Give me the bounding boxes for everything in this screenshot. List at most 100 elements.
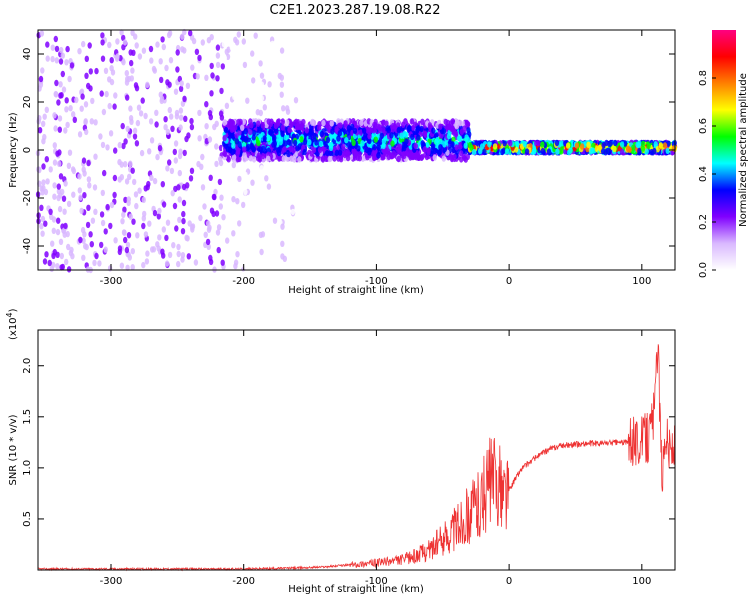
spectrogram-cell: [273, 83, 278, 90]
spectrogram-cell: [328, 144, 334, 151]
spectrogram-cell: [311, 119, 317, 127]
spectrogram-cell: [179, 80, 184, 87]
spectrogram-cell: [230, 119, 235, 126]
spectrogram-cell: [180, 33, 185, 40]
spectrogram-cell: [242, 111, 247, 119]
spectrogram-cell: [134, 202, 139, 210]
spectrogram-cell: [112, 174, 118, 182]
spectrogram-cell: [136, 104, 142, 111]
spectrogram-cell: [124, 70, 129, 77]
spectrogram-cell: [143, 185, 148, 192]
spectrogram-cell: [161, 226, 166, 233]
spectrogram-cell: [79, 105, 84, 112]
spectrogram-cell: [152, 177, 158, 185]
spectrogram-cell: [224, 94, 229, 101]
spectrogram-cell: [189, 123, 195, 131]
spectrogram-cell: [120, 218, 125, 225]
spectrogram-cell: [173, 140, 179, 147]
spectrogram-cell: [450, 126, 456, 133]
snr-y-tick-label: 2.0: [22, 358, 33, 374]
spectrogram-cell: [71, 191, 76, 198]
spectrogram-cell: [184, 135, 189, 143]
spectrogram-cell: [321, 119, 326, 127]
spectrogram-cell: [176, 250, 181, 258]
spectrogram-cell: [275, 203, 281, 210]
spectrogram-cell: [238, 262, 243, 269]
colorbar-ticks: 0.0 0.2 0.4 0.6 0.8: [698, 70, 716, 278]
spectrogram-cell: [565, 142, 571, 149]
spectrogram-x-tick-label: -300: [100, 276, 123, 287]
spectrogram-cell: [120, 122, 125, 130]
spectrogram-cell: [164, 260, 170, 267]
spectrogram-cell: [237, 175, 242, 183]
spectrogram-cell: [84, 55, 90, 62]
spectrogram-cell: [178, 114, 184, 121]
spectrogram-cell: [271, 112, 276, 119]
spectrogram-cell: [450, 118, 455, 125]
spectrogram-cell: [442, 146, 447, 153]
spectrogram-cell: [360, 140, 365, 147]
spectrogram-cell: [185, 235, 190, 242]
spectrogram-cells: [35, 27, 678, 274]
spectrogram-cell: [204, 123, 209, 130]
spectrogram-cell: [89, 241, 95, 248]
spectrogram-cell: [289, 121, 294, 128]
spectrogram-cell: [66, 266, 72, 273]
spectrogram-cell: [164, 234, 169, 242]
spectrogram-cell: [215, 229, 221, 236]
snr-y-label: SNR (10 * v/v): [8, 414, 19, 485]
snr-x-tick-label: 0: [506, 576, 512, 587]
spectrogram-cell: [123, 236, 128, 244]
spectrogram-cell: [39, 223, 44, 230]
spectrogram-cell: [279, 47, 285, 54]
spectrogram-cell: [160, 248, 165, 255]
spectrogram-cell: [230, 149, 235, 156]
spectrogram-y-tick-label: -40: [22, 238, 33, 254]
spectrogram-cell: [274, 127, 279, 134]
spectrogram-cell: [143, 112, 148, 120]
spectrogram-cell: [251, 146, 257, 153]
spectrogram-cell: [295, 123, 300, 130]
spectrogram-cell: [61, 227, 67, 234]
spectrogram-cell: [99, 211, 105, 218]
spectrogram-cell: [309, 150, 314, 157]
spectrogram-cell: [43, 220, 48, 227]
spectrogram-y-label: Frequency (Hz): [8, 112, 19, 188]
spectrogram-cell: [293, 97, 299, 104]
spectrogram-cell: [132, 133, 138, 140]
spectrogram-cell: [187, 220, 192, 227]
spectrogram-cell: [45, 178, 50, 185]
spectrogram-cell: [94, 67, 99, 75]
spectrogram-cell: [426, 147, 431, 154]
spectrogram-cell: [420, 118, 425, 126]
spectrogram-cell: [390, 140, 395, 147]
spectrogram-cell: [38, 81, 44, 88]
spectrogram-cell: [282, 146, 287, 153]
snr-x-label: Height of straight line (km): [288, 584, 424, 595]
spectrogram-cell: [290, 208, 296, 216]
spectrogram-cell: [104, 90, 109, 98]
spectrogram-cell: [237, 141, 242, 148]
spectrogram-cell: [403, 118, 408, 125]
spectrogram-cell: [50, 44, 55, 51]
spectrogram-cell: [100, 189, 106, 197]
snr-y-tick-label: 1.0: [22, 460, 33, 476]
spectrogram-cell: [127, 173, 132, 180]
spectrogram-cell: [586, 141, 591, 148]
spectrogram-cell: [177, 152, 183, 160]
spectrogram-cell: [44, 106, 49, 114]
spectrogram-cell: [119, 29, 124, 36]
spectrogram-cell: [231, 230, 236, 237]
spectrogram-cell: [462, 154, 467, 162]
spectrogram-cell: [546, 148, 552, 155]
spectrogram-cell: [117, 248, 123, 256]
spectrogram-cell: [386, 127, 391, 134]
spectrogram-cell: [149, 174, 154, 181]
spectrogram-cell: [248, 155, 254, 162]
spectrogram-cell: [56, 194, 61, 202]
spectrogram-cell: [63, 222, 68, 230]
spectrogram-cell: [478, 148, 483, 155]
spectrogram-cell: [241, 201, 246, 209]
